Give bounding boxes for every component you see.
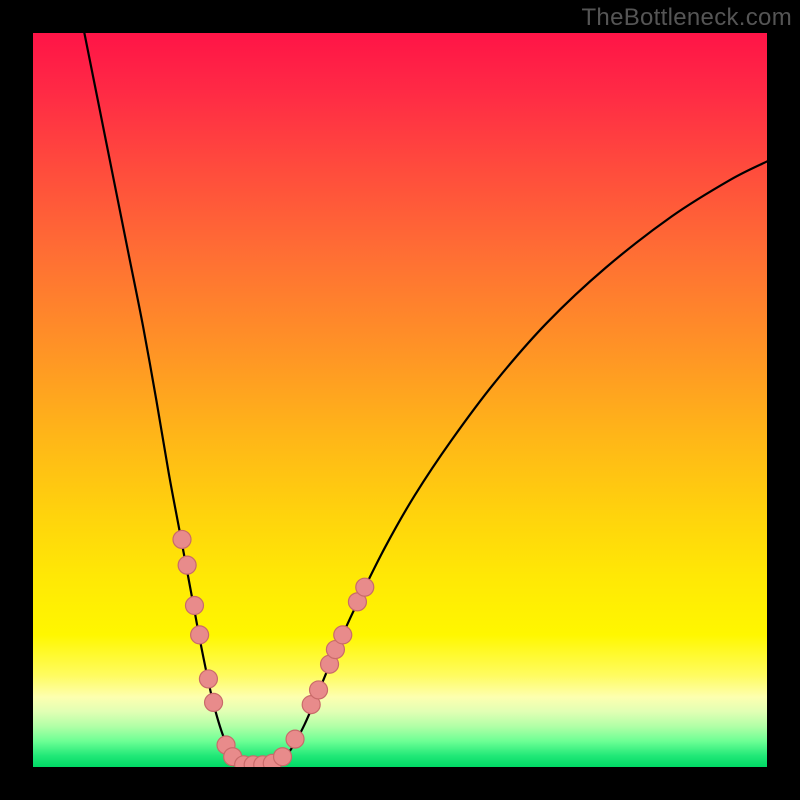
bottleneck-curve [84, 33, 767, 765]
data-marker [286, 730, 304, 748]
data-marker [274, 748, 292, 766]
curve-layer [33, 33, 767, 767]
data-marker [191, 626, 209, 644]
data-marker [199, 670, 217, 688]
data-marker [178, 556, 196, 574]
data-marker [310, 681, 328, 699]
data-marker [173, 530, 191, 548]
data-marker [356, 578, 374, 596]
data-marker [185, 597, 203, 615]
data-marker [205, 693, 223, 711]
marker-series [173, 530, 374, 767]
watermark-text: TheBottleneck.com [581, 4, 792, 32]
chart-frame: TheBottleneck.com [0, 0, 800, 800]
data-marker [334, 626, 352, 644]
